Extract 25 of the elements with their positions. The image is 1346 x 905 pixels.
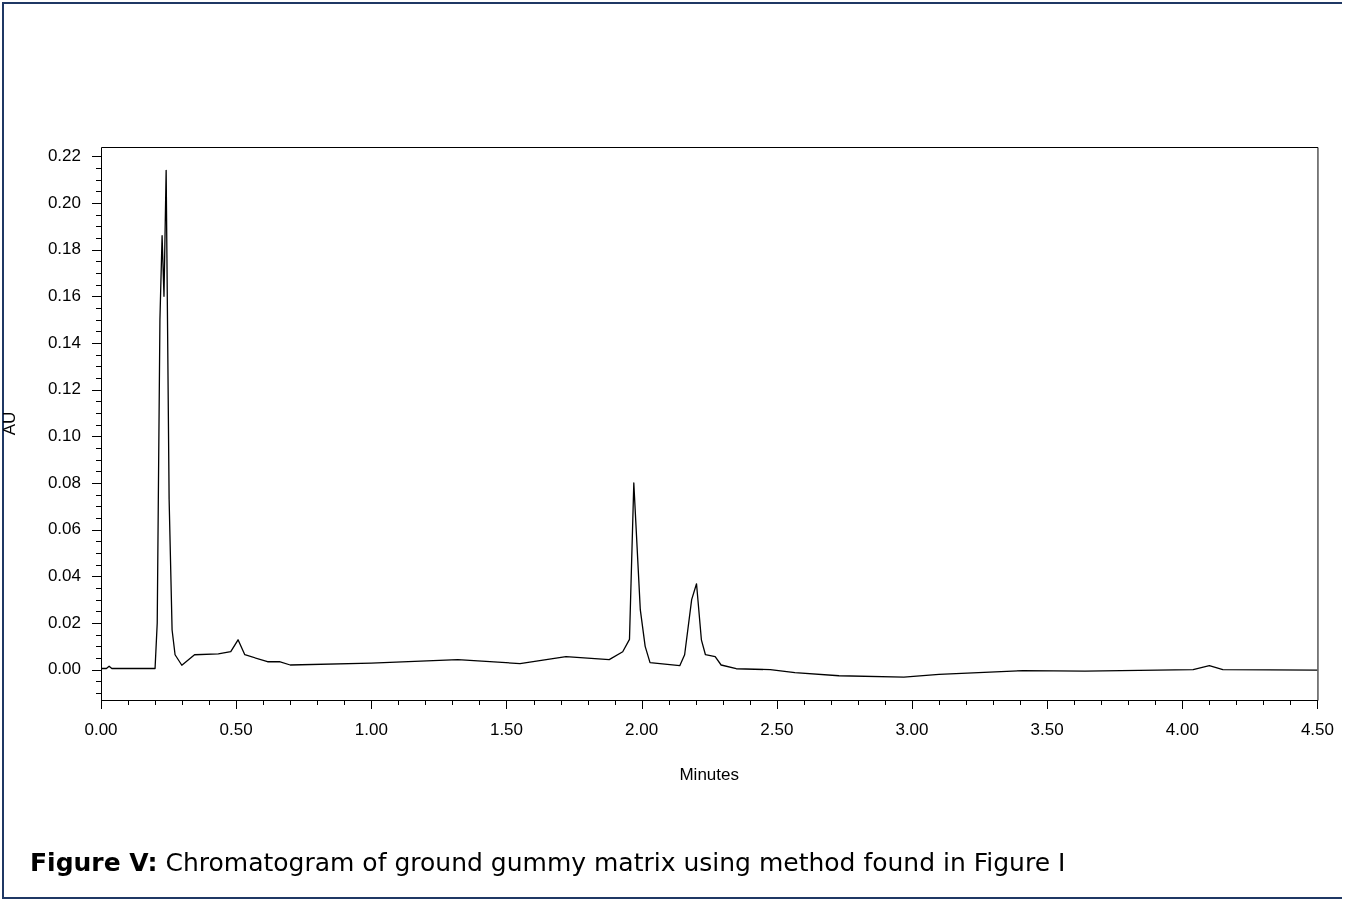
y-tick-label: 0.12	[47, 379, 81, 399]
x-tick-label: 0.50	[219, 719, 253, 739]
y-tick-label: 0.06	[47, 519, 81, 539]
x-tick-label: 4.00	[1165, 719, 1199, 739]
y-tick-label: 0.04	[47, 566, 81, 586]
x-tick-label: 4.50	[1300, 719, 1334, 739]
y-axis-title: AU	[0, 411, 19, 436]
y-tick-label: 0.00	[47, 659, 81, 679]
y-tick-label: 0.10	[47, 426, 81, 446]
x-axis-title: Minutes	[679, 765, 739, 785]
x-tick-label: 2.00	[625, 719, 659, 739]
x-tick-label: 2.50	[760, 719, 794, 739]
y-tick-label: 0.16	[47, 286, 81, 306]
y-tick-label: 0.14	[47, 332, 81, 352]
y-tick-label: 0.18	[47, 239, 81, 259]
y-tick-label: 0.08	[47, 472, 81, 492]
x-tick-label: 3.50	[1030, 719, 1064, 739]
y-tick-label: 0.20	[47, 192, 81, 212]
x-tick-label: 0.00	[84, 719, 118, 739]
x-tick-label: 1.00	[354, 719, 388, 739]
y-tick-label: 0.02	[47, 612, 81, 632]
x-tick-label: 3.00	[895, 719, 929, 739]
x-tick-label: 1.50	[489, 719, 524, 739]
y-tick-label: 0.22	[47, 146, 81, 166]
text: Figure V: Chromatogram of ground gummy matrix using method found in Figure I	[30, 848, 1066, 877]
